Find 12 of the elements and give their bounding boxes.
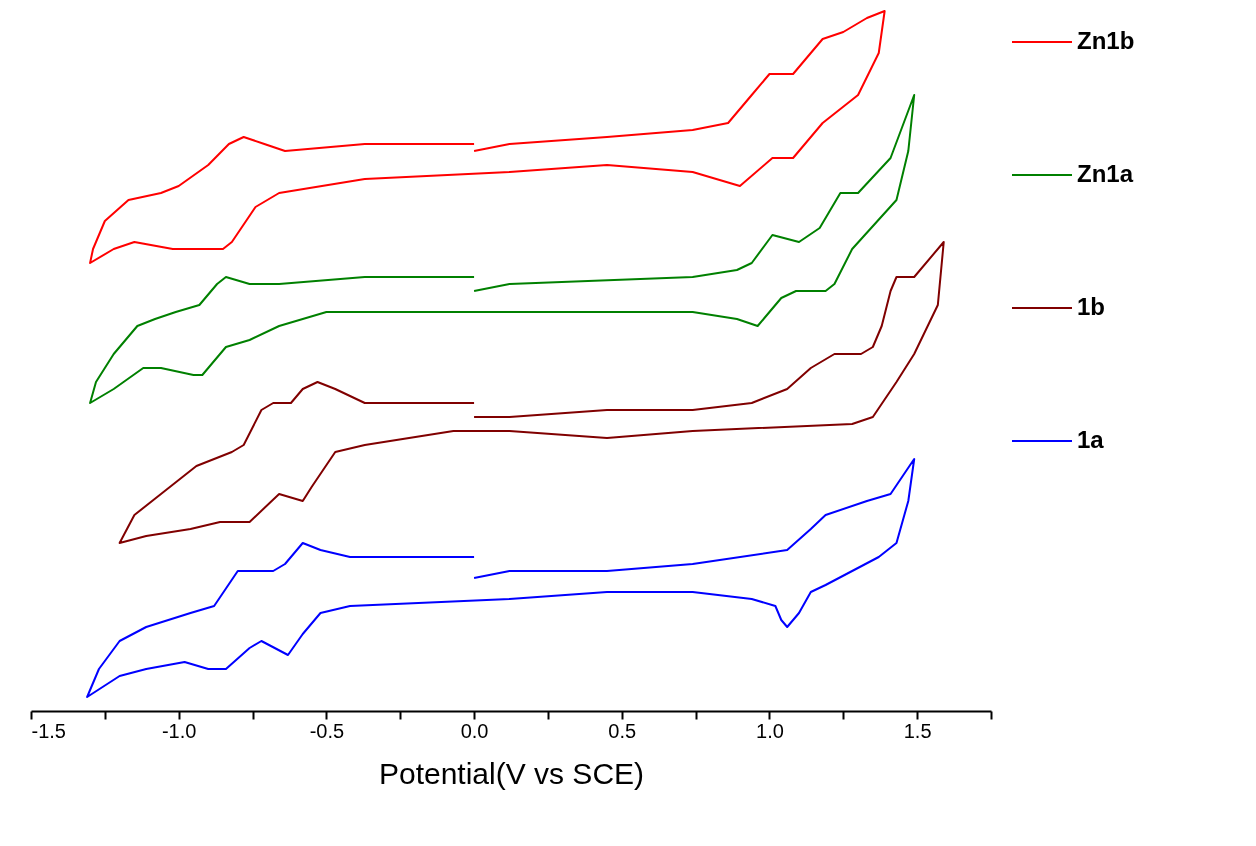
legend-label: Zn1b	[1077, 27, 1135, 54]
legend-label: 1b	[1077, 293, 1106, 320]
legend-label: Zn1a	[1077, 160, 1134, 187]
x-tick-label: -1.5	[31, 719, 66, 742]
x-tick-label: 1.5	[903, 719, 932, 742]
x-tick-label: 1.0	[756, 719, 784, 742]
legend-label: 1a	[1077, 426, 1105, 453]
x-tick-label: 0.5	[608, 719, 637, 742]
x-tick-label: 0.0	[460, 719, 489, 742]
x-tick-label: -1.0	[161, 719, 197, 742]
x-axis-title: Potential(V vs SCE)	[378, 756, 645, 790]
x-tick-label: -0.5	[309, 719, 345, 742]
